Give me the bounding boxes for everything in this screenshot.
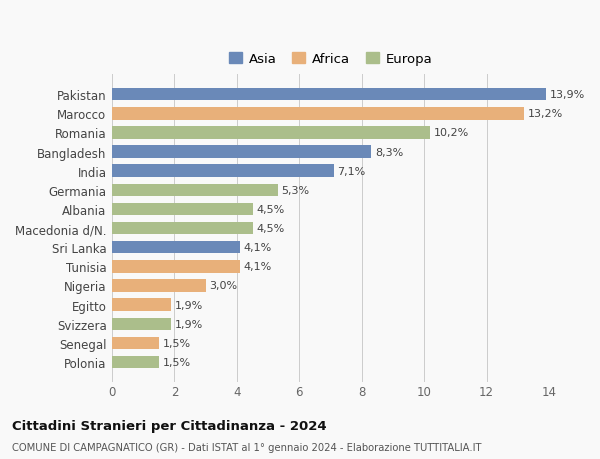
Text: 13,2%: 13,2% xyxy=(528,109,563,119)
Bar xyxy=(112,223,253,235)
Bar xyxy=(112,165,334,178)
Bar xyxy=(112,89,546,101)
Text: 4,1%: 4,1% xyxy=(244,243,272,252)
Bar xyxy=(112,184,278,196)
Text: 13,9%: 13,9% xyxy=(550,90,585,100)
Text: 8,3%: 8,3% xyxy=(375,147,403,157)
Bar xyxy=(112,241,240,254)
Text: COMUNE DI CAMPAGNATICO (GR) - Dati ISTAT al 1° gennaio 2024 - Elaborazione TUTTI: COMUNE DI CAMPAGNATICO (GR) - Dati ISTAT… xyxy=(12,442,482,452)
Bar xyxy=(112,318,172,330)
Text: 4,5%: 4,5% xyxy=(256,224,284,234)
Text: 4,1%: 4,1% xyxy=(244,262,272,272)
Legend: Asia, Africa, Europa: Asia, Africa, Europa xyxy=(223,48,438,71)
Text: Cittadini Stranieri per Cittadinanza - 2024: Cittadini Stranieri per Cittadinanza - 2… xyxy=(12,419,326,432)
Text: 1,9%: 1,9% xyxy=(175,300,203,310)
Text: 4,5%: 4,5% xyxy=(256,205,284,214)
Bar xyxy=(112,146,371,158)
Text: 3,0%: 3,0% xyxy=(209,281,238,291)
Bar xyxy=(112,127,430,140)
Bar xyxy=(112,261,240,273)
Text: 1,5%: 1,5% xyxy=(163,338,191,348)
Text: 1,5%: 1,5% xyxy=(163,357,191,367)
Text: 5,3%: 5,3% xyxy=(281,185,310,196)
Bar xyxy=(112,280,206,292)
Bar xyxy=(112,356,159,369)
Text: 10,2%: 10,2% xyxy=(434,128,469,138)
Bar xyxy=(112,108,524,120)
Bar xyxy=(112,203,253,216)
Text: 7,1%: 7,1% xyxy=(337,166,365,176)
Bar xyxy=(112,337,159,349)
Bar xyxy=(112,299,172,311)
Text: 1,9%: 1,9% xyxy=(175,319,203,329)
